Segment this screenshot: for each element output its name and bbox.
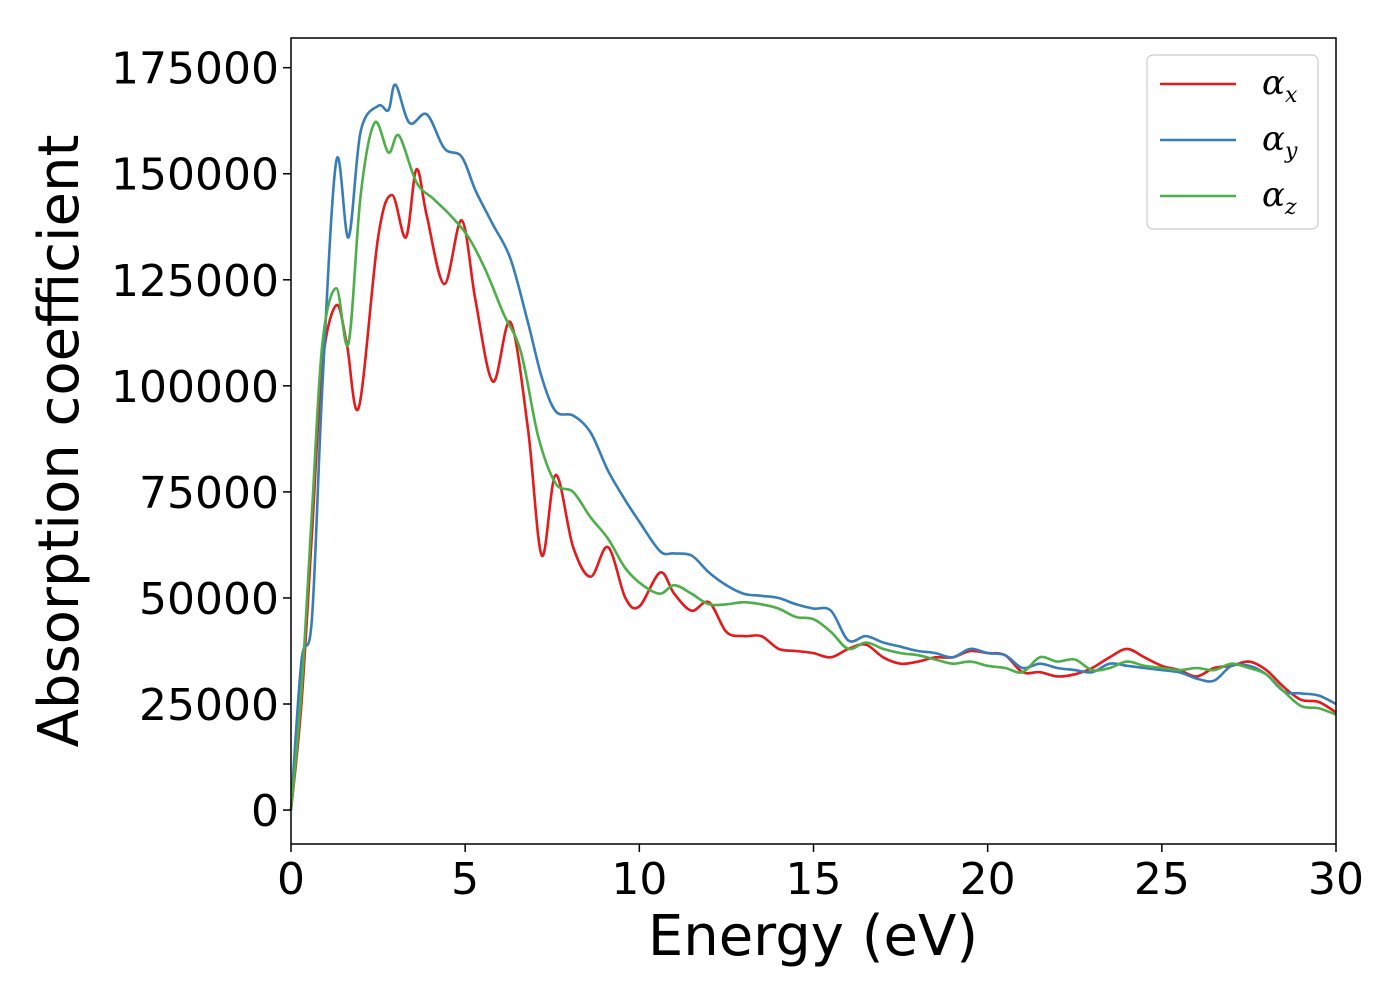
- y-tick-label: 75000: [139, 468, 279, 519]
- y-tick-label: 175000: [111, 44, 279, 95]
- y-axis-ticks: 0 25000 50000 75000 100000 125000 150000 175000: [111, 44, 291, 837]
- y-axis-title: Absorption coefficient: [27, 135, 92, 748]
- x-tick-label: 0: [277, 854, 305, 905]
- x-axis-title: Energy (eV): [648, 904, 978, 969]
- y-tick-label: 25000: [139, 680, 279, 731]
- legend-label-y: αy: [1262, 119, 1298, 164]
- series-layer: [289, 83, 1337, 811]
- x-tick-label: 15: [786, 854, 842, 905]
- x-tick-label: 10: [611, 854, 667, 905]
- y-tick-label: 0: [251, 786, 279, 837]
- x-tick-label: 25: [1134, 854, 1190, 905]
- y-tick-label: 125000: [111, 256, 279, 307]
- y-tick-label: 100000: [111, 362, 279, 413]
- y-tick-label: 50000: [139, 574, 279, 625]
- x-tick-label: 5: [451, 854, 479, 905]
- x-tick-label: 30: [1308, 854, 1364, 905]
- y-tick-label: 150000: [111, 150, 279, 201]
- series-line-x: [289, 168, 1337, 811]
- x-axis-ticks: 0 5 10 15 20 25 30: [277, 844, 1364, 905]
- legend-box: [1146, 54, 1319, 230]
- x-tick-label: 20: [960, 854, 1016, 905]
- series-line-y: [289, 83, 1337, 811]
- series-line-z: [289, 120, 1337, 811]
